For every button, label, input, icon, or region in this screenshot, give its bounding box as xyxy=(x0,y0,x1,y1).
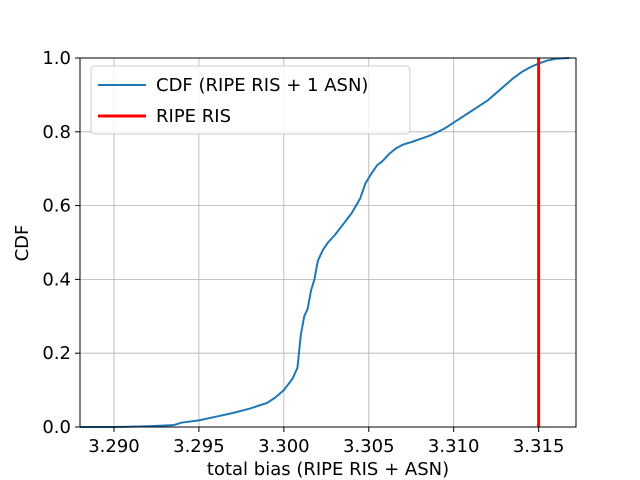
y-axis-title: CDF xyxy=(12,225,33,262)
legend-label-ripe-ris: RIPE RIS xyxy=(156,106,231,127)
series-line-cdf xyxy=(80,57,570,428)
y-tick-label: 0.2 xyxy=(42,343,71,364)
x-tick-label: 3.300 xyxy=(258,436,310,457)
x-tick-label: 3.305 xyxy=(343,436,395,457)
y-tick-label: 0.6 xyxy=(42,196,71,217)
x-tick-label: 3.315 xyxy=(513,436,565,457)
legend-box xyxy=(90,65,411,135)
x-axis-title: total bias (RIPE RIS + ASN) xyxy=(207,459,449,480)
y-tick-label: 1.0 xyxy=(42,48,71,69)
y-tick-label: 0.8 xyxy=(42,122,71,143)
plot-frame xyxy=(79,57,577,428)
legend: CDF (RIPE RIS + 1 ASN) RIPE RIS xyxy=(90,65,411,135)
legend-label-cdf: CDF (RIPE RIS + 1 ASN) xyxy=(156,75,368,96)
y-tick-label: 0.0 xyxy=(42,417,71,438)
axis-ticks: 3.290 3.295 3.300 3.305 3.310 3.315 0.0 0.2 0.4 0… xyxy=(42,48,564,457)
x-tick-label: 3.295 xyxy=(173,436,225,457)
y-tick-label: 0.4 xyxy=(42,269,71,290)
x-tick-label: 3.310 xyxy=(428,436,480,457)
x-tick-label: 3.290 xyxy=(88,436,140,457)
series-layer xyxy=(80,57,570,428)
